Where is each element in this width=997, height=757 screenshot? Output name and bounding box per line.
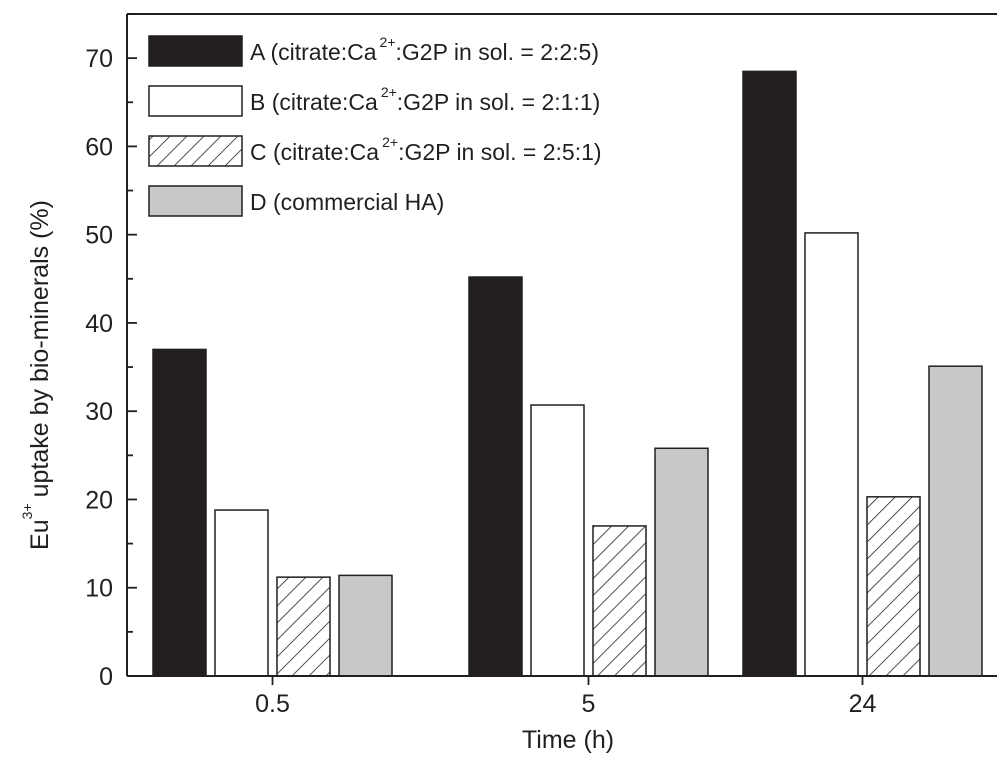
legend-swatch-1	[148, 35, 243, 67]
legend-label-text: B (citrate:Ca	[250, 89, 378, 115]
y-ticks-group: 0 10 20 30 40 50 60 70	[85, 13, 137, 691]
legend-label-text-rest: :G2P in sol. = 2:1:1)	[397, 89, 601, 115]
legend-swatch-4	[148, 185, 243, 217]
bars-group	[152, 70, 983, 677]
legend-label-text: A (citrate:Ca	[250, 39, 377, 65]
y-tick-label: 20	[85, 486, 113, 514]
bar-2-5	[530, 404, 585, 677]
legend: A (citrate:Ca 2+:G2P in sol. = 2:2:5)B (c…	[148, 34, 602, 217]
bar-4-5	[654, 447, 709, 677]
legend-label-3: C (citrate:Ca 2+:G2P in sol. = 2:5:1)	[250, 134, 602, 165]
bar-3-0_5	[276, 576, 331, 677]
legend-label-4: D (commercial HA)	[250, 189, 444, 215]
legend-label-superscript: 2+	[381, 84, 397, 100]
legend-label-1: A (citrate:Ca 2+:G2P in sol. = 2:2:5)	[250, 34, 599, 65]
x-tick-label: 5	[582, 690, 596, 718]
legend-label-superscript: 2+	[382, 134, 398, 150]
bar-2-24	[804, 232, 859, 677]
y-axis-title: Eu3+ uptake by bio-minerals (%)	[19, 200, 54, 550]
bar-2-0_5	[214, 509, 269, 677]
x-tick-label: 24	[849, 690, 877, 718]
x-tick-label: 0.5	[255, 690, 290, 718]
y-tick-label: 30	[85, 398, 113, 426]
y-tick-label: 70	[85, 45, 113, 73]
bar-4-0_5	[338, 574, 393, 677]
bar-1-5	[468, 276, 523, 677]
bar-4-24	[928, 365, 983, 677]
x-ticks-group: 0.5 5 24	[255, 676, 876, 718]
bar-3-24	[866, 496, 921, 677]
bar-1-24	[742, 70, 797, 677]
x-axis-title: Time (h)	[522, 726, 614, 754]
y-tick-label: 50	[85, 222, 113, 250]
legend-label-text-rest: :G2P in sol. = 2:5:1)	[398, 139, 602, 165]
y-tick-label: 60	[85, 133, 113, 161]
y-tick-label: 40	[85, 310, 113, 338]
legend-label-text-rest: :G2P in sol. = 2:2:5)	[396, 39, 600, 65]
legend-label-text: C (citrate:Ca	[250, 139, 379, 165]
legend-label-2: B (citrate:Ca 2+:G2P in sol. = 2:1:1)	[250, 84, 600, 115]
y-axis-title-suffix: uptake by bio-minerals (%)	[26, 200, 54, 497]
bar-1-0_5	[152, 348, 207, 677]
legend-label-text: D (commercial HA)	[250, 189, 444, 215]
legend-swatch-2	[148, 85, 243, 117]
bar-3-5	[592, 525, 647, 677]
y-axis-title-prefix: Eu	[26, 519, 54, 550]
y-tick-label: 10	[85, 575, 113, 603]
y-axis-title-superscript: 3+	[19, 503, 35, 519]
y-tick-label: 0	[99, 663, 113, 691]
legend-label-superscript: 2+	[380, 34, 396, 50]
legend-swatch-3	[148, 135, 243, 167]
